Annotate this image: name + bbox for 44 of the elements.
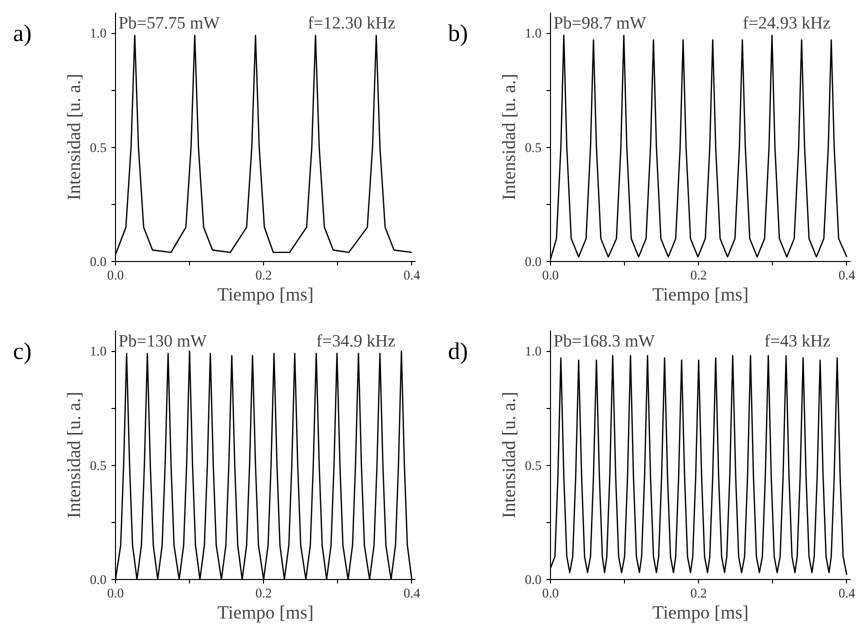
text: a)	[13, 20, 32, 49]
y-tick-label: 0.5	[90, 140, 107, 155]
annotation: Pb=130 mW	[118, 332, 208, 350]
x-tick-label: 0.4	[838, 268, 856, 282]
annotation: Pb=168.3 mW	[554, 332, 656, 350]
text: c)	[13, 338, 32, 367]
y-axis-title: Intensidad [u. a.]	[64, 74, 85, 200]
x-tick-label: 0.2	[690, 586, 707, 600]
x-tick-label: 0.2	[255, 586, 272, 600]
y-tick-label: 0.0	[90, 254, 107, 269]
text: d)	[448, 338, 468, 367]
annotation: Pb=57.75 mW	[118, 14, 220, 32]
x-tick-label: 0.0	[542, 268, 560, 282]
y-tick-label: 1.0	[524, 344, 542, 359]
y-tick-label: 0.5	[524, 140, 542, 155]
y-axis-title: Intensidad [u. a.]	[64, 392, 85, 518]
x-axis-title: Tiempo [ms]	[217, 284, 314, 306]
x-tick-label: 0.4	[403, 586, 420, 600]
x-tick-label: 0.2	[255, 268, 272, 282]
y-tick-label: 1.0	[90, 344, 107, 359]
annotation: f=24.93 kHz	[742, 14, 831, 32]
annotation: Pb=98.7 mW	[554, 14, 647, 32]
y-tick-label: 0.0	[524, 572, 542, 587]
y-tick-label: 0.0	[524, 254, 542, 269]
x-tick-label: 0.2	[690, 268, 707, 282]
y-tick-label: 0.0	[90, 572, 107, 587]
y-tick-label: 0.5	[524, 458, 542, 473]
x-tick-label: 0.4	[838, 586, 856, 600]
annotation: f=43 kHz	[764, 332, 831, 350]
text: b)	[448, 20, 468, 49]
y-axis-title: Intensidad [u. a.]	[498, 74, 520, 200]
annotation: f=34.9 kHz	[316, 332, 396, 350]
x-axis-title: Tiempo [ms]	[652, 602, 749, 624]
y-axis-title: Intensidad [u. a.]	[498, 392, 520, 518]
x-axis-title: Tiempo [ms]	[217, 602, 314, 624]
y-tick-label: 1.0	[524, 26, 542, 41]
x-tick-label: 0.0	[542, 586, 560, 600]
x-tick-label: 0.0	[107, 268, 124, 282]
y-tick-label: 0.5	[90, 458, 107, 473]
x-tick-label: 0.0	[107, 586, 124, 600]
annotation: f=12.30 kHz	[308, 14, 396, 32]
x-tick-label: 0.4	[403, 268, 420, 282]
y-tick-label: 1.0	[90, 26, 107, 41]
x-axis-title: Tiempo [ms]	[652, 284, 749, 306]
